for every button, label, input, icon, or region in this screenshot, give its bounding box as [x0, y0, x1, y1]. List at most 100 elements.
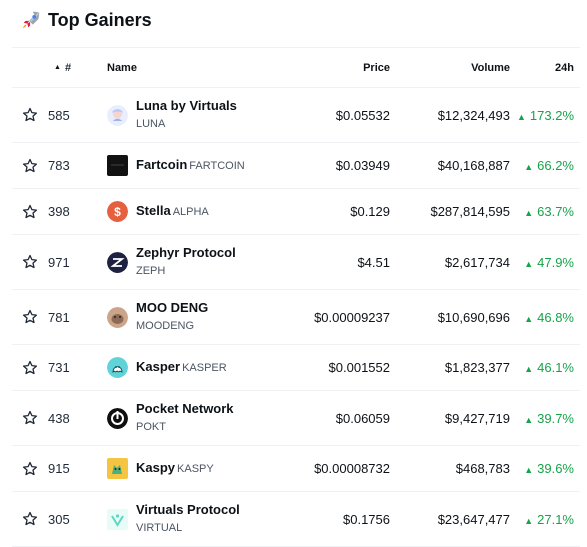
header-price[interactable]: Price [290, 47, 390, 88]
caret-up-icon: ▲ [524, 162, 534, 172]
caret-up-icon: ▲ [524, 208, 534, 218]
volume-cell: $12,324,493 [390, 87, 510, 143]
header-rank-sort[interactable]: ▲ # [48, 47, 107, 88]
change-24h-cell: ▲ 39.6% [510, 445, 580, 492]
change-24h-cell: ▲ 46.8% [510, 289, 580, 345]
watchlist-star-button[interactable] [12, 445, 48, 492]
coin-name-cell[interactable]: Luna by Virtuals LUNA [107, 87, 290, 143]
kasper-icon [107, 357, 128, 378]
watchlist-star-button[interactable] [12, 234, 48, 290]
coin-name-cell[interactable]: $ Stella ALPHA [107, 188, 290, 235]
header-24h[interactable]: 24h [510, 47, 580, 88]
price-cell: $0.1756 [290, 491, 390, 547]
rank-cell: 781 [48, 289, 107, 345]
svg-text:$: $ [114, 205, 121, 219]
coin-name[interactable]: Pocket Network [136, 401, 234, 416]
coin-symbol: ALPHA [172, 206, 209, 218]
coin-symbol: POKT [136, 421, 166, 433]
table-row[interactable]: 585 Luna by Virtuals LUNA $0.05532 $12,324,4… [12, 87, 580, 143]
change-24h-cell: ▲ 173.2% [510, 87, 580, 143]
price-cell: $0.129 [290, 188, 390, 235]
volume-cell: $9,427,719 [390, 390, 510, 446]
fartcoin-icon [107, 155, 128, 176]
table-row[interactable]: 731 Kasper KASPER $0.001552 $1,823,377 ▲ 46.1% [12, 344, 580, 391]
table-row[interactable]: 398 $ Stella ALPHA $0.129 $287,814,595 ▲ 63.7% [12, 188, 580, 235]
price-cell: $0.06059 [290, 390, 390, 446]
watchlist-star-button[interactable] [12, 491, 48, 547]
table-row[interactable]: 783 Fartcoin FARTCOIN $0.03949 $40,168,887 ▲ 6… [12, 142, 580, 189]
volume-cell: $1,823,377 [390, 344, 510, 391]
table-row[interactable]: 971 Zephyr Protocol ZEPH $4.51 $2,617,734 ▲ 47… [12, 234, 580, 290]
coin-name[interactable]: Kasper [136, 359, 181, 374]
watchlist-star-button[interactable] [12, 142, 48, 189]
watchlist-star-button[interactable] [12, 289, 48, 345]
coin-symbol: FARTCOIN [189, 160, 245, 172]
caret-up-icon: ▲ [516, 111, 526, 122]
change-24h-cell: ▲ 66.2% [510, 142, 580, 189]
watchlist-star-button[interactable] [12, 188, 48, 235]
change-24h-cell: ▲ 46.1% [510, 344, 580, 391]
caret-up-icon: ▲ [524, 258, 534, 269]
caret-up-icon: ▲ [524, 465, 534, 475]
coin-name[interactable]: Luna by Virtuals [136, 98, 237, 113]
header-name[interactable]: Name [107, 47, 290, 88]
coin-name-cell[interactable]: MOO DENG MOODENG [107, 289, 290, 345]
sort-asc-icon: ▲ [54, 64, 61, 72]
page-title: Top Gainers [20, 8, 152, 32]
volume-cell: $10,690,696 [390, 289, 510, 345]
star-icon [22, 107, 38, 123]
price-cell: $0.00008732 [290, 445, 390, 492]
coin-symbol: LUNA [136, 118, 166, 130]
zephyr-icon [107, 251, 128, 273]
table-row[interactable]: 305 Virtuals Protocol VIRTUAL $0.1756 $23,64… [12, 491, 580, 547]
rank-cell: 971 [48, 234, 107, 290]
coin-symbol: KASPER [182, 362, 227, 374]
coin-symbol: MOODENG [136, 320, 195, 332]
star-icon [22, 511, 38, 527]
caret-up-icon: ▲ [524, 313, 534, 324]
coin-name-cell[interactable]: Kasper KASPER [107, 344, 290, 391]
coin-name-cell[interactable]: Zephyr Protocol ZEPH [107, 234, 290, 290]
rank-cell: 398 [48, 188, 107, 235]
star-icon [22, 158, 38, 174]
change-24h-cell: ▲ 39.7% [510, 390, 580, 446]
coin-name-cell[interactable]: Virtuals Protocol VIRTUAL [107, 491, 290, 547]
table-row[interactable]: 438 Pocket Network POKT $0.06059 $9,427,719 ▲… [12, 390, 580, 446]
coin-name-cell[interactable]: Fartcoin FARTCOIN [107, 142, 290, 189]
watchlist-star-button[interactable] [12, 344, 48, 391]
coin-name-cell[interactable]: Pocket Network POKT [107, 390, 290, 446]
kaspy-icon [107, 458, 128, 479]
table-row[interactable]: 781 MOO DENG MOODENG $0.00009237 $10,690,696… [12, 289, 580, 345]
header-star-col [12, 47, 48, 88]
caret-up-icon: ▲ [524, 414, 534, 425]
moodeng-icon [107, 306, 128, 328]
coin-symbol: ZEPH [136, 265, 166, 277]
coin-name[interactable]: Fartcoin [136, 157, 188, 172]
star-icon [22, 254, 38, 270]
coin-symbol: KASPY [177, 463, 214, 475]
star-icon [22, 204, 38, 220]
rank-cell: 731 [48, 344, 107, 391]
price-cell: $0.00009237 [290, 289, 390, 345]
coin-name[interactable]: Virtuals Protocol [136, 502, 240, 517]
coin-name[interactable]: Zephyr Protocol [136, 245, 236, 260]
coin-name-cell[interactable]: Kaspy KASPY [107, 445, 290, 492]
header-volume[interactable]: Volume [390, 47, 510, 88]
watchlist-star-button[interactable] [12, 390, 48, 446]
star-icon [22, 461, 38, 477]
change-24h-cell: ▲ 27.1% [510, 491, 580, 547]
virtuals-icon [107, 508, 128, 530]
rank-cell: 305 [48, 491, 107, 547]
price-cell: $0.001552 [290, 344, 390, 391]
coin-name[interactable]: Kaspy [136, 460, 176, 475]
caret-up-icon: ▲ [524, 364, 534, 374]
rank-cell: 915 [48, 445, 107, 492]
watchlist-star-button[interactable] [12, 87, 48, 143]
pocket-network-icon [107, 407, 128, 429]
table-row[interactable]: 915 Kaspy KASPY $0.00008732 $468,783 ▲ 39.6% [12, 445, 580, 492]
rank-cell: 585 [48, 87, 107, 143]
coin-name[interactable]: MOO DENG [136, 300, 209, 315]
price-cell: $0.05532 [290, 87, 390, 143]
star-icon [22, 309, 38, 325]
coin-name[interactable]: Stella [136, 203, 171, 218]
